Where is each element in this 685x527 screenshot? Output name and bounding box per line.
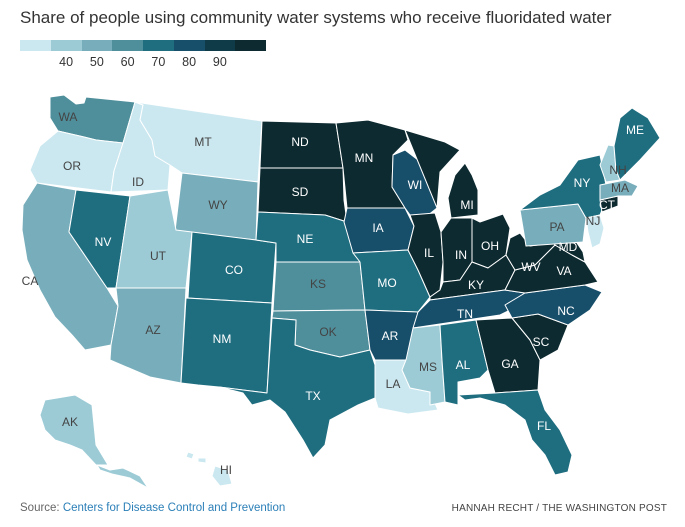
source-link[interactable]: Centers for Disease Control and Preventi… — [62, 502, 286, 514]
state-label-ms: MS — [419, 360, 437, 374]
state-nv[interactable] — [68, 189, 131, 289]
state-label-pa: PA — [549, 220, 564, 234]
state-hi-part[interactable] — [185, 451, 195, 460]
state-fl[interactable] — [457, 389, 573, 476]
state-label-ut: UT — [150, 249, 167, 263]
state-label-al: AL — [456, 358, 471, 372]
state-label-il: IL — [424, 246, 434, 260]
state-label-nm: NM — [213, 332, 232, 346]
state-mt[interactable] — [134, 101, 263, 183]
state-label-ok: OK — [319, 325, 336, 339]
state-tx[interactable] — [218, 317, 376, 459]
state-label-tx: TX — [305, 389, 320, 403]
state-label-mi: MI — [460, 198, 473, 212]
legend-tick-label: 80 — [182, 55, 197, 69]
state-label-sd: SD — [292, 185, 309, 199]
legend-swatch-7 — [235, 40, 266, 51]
state-label-nh: NH — [609, 163, 626, 177]
legend-tick-label: 40 — [59, 55, 74, 69]
state-label-tn: TN — [457, 307, 473, 321]
state-me[interactable] — [613, 107, 661, 181]
state-label-va: VA — [556, 264, 571, 278]
legend-tick-label: 90 — [212, 55, 227, 69]
state-label-wy: WY — [208, 198, 227, 212]
state-label-in: IN — [455, 248, 467, 262]
legend-swatch-3 — [112, 40, 143, 51]
state-label-ks: KS — [310, 277, 326, 291]
legend-swatch-6 — [204, 40, 236, 51]
state-label-co: CO — [225, 263, 243, 277]
state-label-me: ME — [626, 123, 644, 137]
state-label-mt: MT — [194, 135, 212, 149]
state-hi-part[interactable] — [197, 457, 207, 464]
state-co[interactable] — [187, 231, 277, 304]
state-mi[interactable] — [404, 129, 479, 219]
state-label-ny: NY — [574, 176, 591, 190]
map-title: Share of people using community water sy… — [20, 8, 612, 27]
state-hi[interactable] — [211, 465, 233, 487]
state-label-nc: NC — [557, 304, 575, 318]
state-label-hi: HI — [220, 463, 232, 477]
legend-tick-label: 50 — [89, 55, 104, 69]
state-label-md: MD — [559, 240, 578, 254]
state-label-ak: AK — [62, 415, 78, 429]
legend-swatch-0 — [20, 40, 51, 51]
state-label-wv: WV — [521, 260, 540, 274]
state-label-ar: AR — [382, 329, 399, 343]
legend-swatch-2 — [81, 40, 113, 51]
state-label-oh: OH — [481, 239, 499, 253]
legend-swatch-5 — [173, 40, 205, 51]
state-label-ma: MA — [611, 181, 629, 195]
state-label-mo: MO — [377, 276, 396, 290]
state-label-ky: KY — [468, 278, 484, 292]
state-label-ia: IA — [372, 221, 383, 235]
legend-swatch-4 — [143, 40, 174, 51]
state-label-ct: CT — [599, 198, 616, 212]
state-label-mn: MN — [355, 151, 374, 165]
state-label-id: ID — [132, 175, 144, 189]
source-note: Source: Centers for Disease Control and … — [20, 502, 285, 514]
legend-tick-label: 70 — [151, 55, 166, 69]
legend-swatch-1 — [50, 40, 82, 51]
state-label-ga: GA — [501, 357, 518, 371]
state-label-or: OR — [63, 159, 81, 173]
state-ak[interactable] — [39, 394, 109, 466]
state-label-wa: WA — [59, 110, 78, 124]
state-ma[interactable] — [599, 179, 639, 201]
state-label-nj: NJ — [586, 214, 601, 228]
state-label-ne: NE — [297, 232, 314, 246]
state-label-ca: CA — [22, 274, 39, 288]
state-nj[interactable] — [585, 214, 605, 249]
legend-color-bar — [20, 40, 266, 51]
state-label-nd: ND — [291, 135, 309, 149]
legend-tick-label: 60 — [120, 55, 135, 69]
credit-line: HANNAH RECHT / THE WASHINGTON POST — [451, 503, 667, 514]
state-label-sc: SC — [533, 335, 550, 349]
color-legend: 40 50 60 70 80 90 — [20, 40, 266, 71]
source-label: Source: — [20, 502, 63, 514]
state-label-wi: WI — [408, 178, 423, 192]
state-label-fl: FL — [537, 419, 551, 433]
state-ak-part[interactable] — [96, 464, 149, 489]
legend-ticks: 40 50 60 70 80 90 — [20, 55, 266, 71]
state-label-la: LA — [386, 377, 401, 391]
state-label-nv: NV — [95, 235, 112, 249]
state-label-az: AZ — [145, 323, 160, 337]
